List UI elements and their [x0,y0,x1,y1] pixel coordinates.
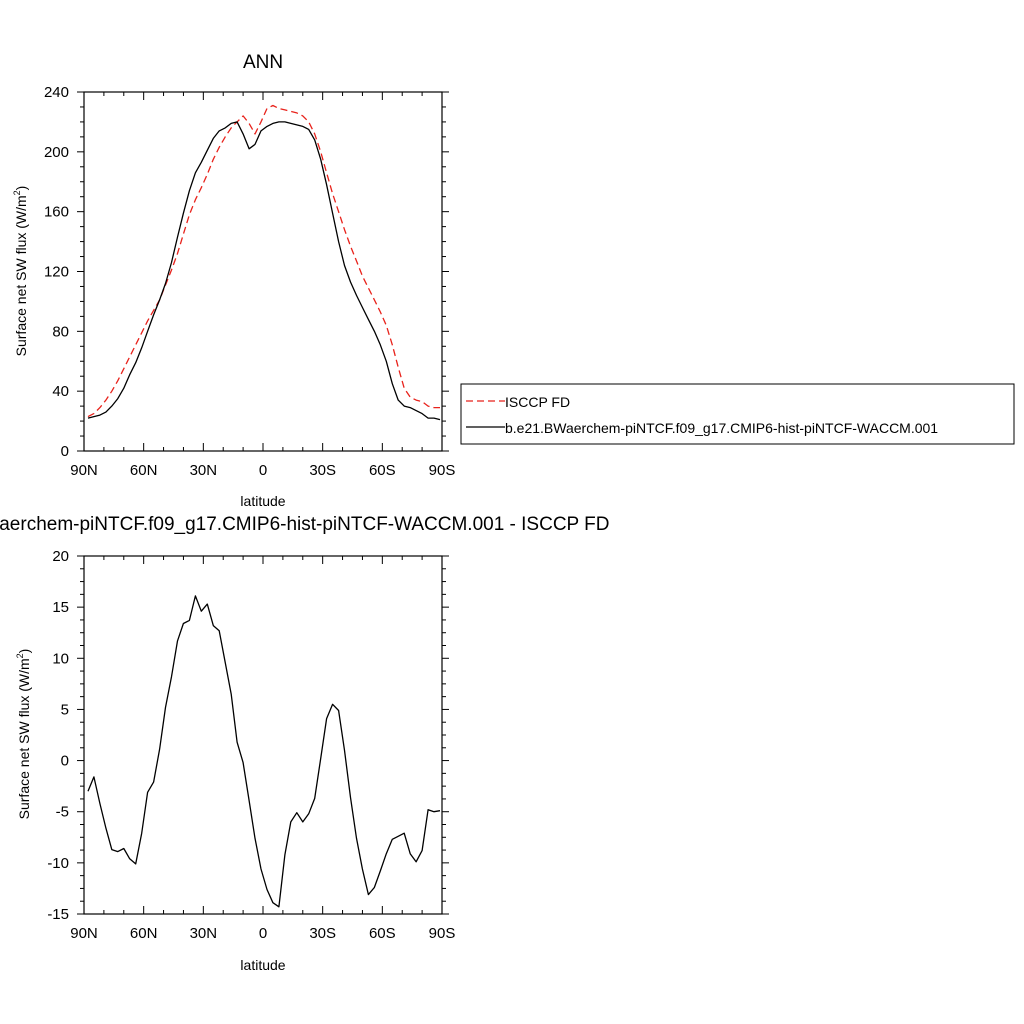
bottom-y-tick-label: 15 [52,599,69,616]
top-y-tick-label: 200 [44,144,69,161]
bottom-series-lines [87,595,441,908]
bottom-panel: b.e21.BWaerchem-piNTCF.f09_g17.CMIP6-his… [0,514,609,973]
legend: ISCCP FD b.e21.BWaerchem-piNTCF.f09_g17.… [460,383,1015,445]
bottom-x-tick-label: 90S [429,925,456,942]
legend-box [460,383,1015,445]
bottom-y-tick-label: 0 [61,753,69,770]
top-series-line-1 [87,121,441,421]
bottom-y-axis-label-main: Surface net SW flux (W/m [16,658,32,819]
top-y-tick-label: 120 [44,264,69,281]
top-y-axis-label-main: Surface net SW flux (W/m [13,195,29,356]
top-chart-title: ANN [243,52,283,73]
top-ticks: 90N 60N 30N 0 30S 60S 90S 0 40 80 120 160 200 240 [44,84,455,479]
bottom-y-axis-label-sup: 2 [15,653,25,658]
top-y-axis-label: Surface net SW flux (W/m2) [12,186,29,357]
top-y-tick-label: 240 [44,84,69,101]
top-y-axis-label-sup: 2 [12,190,22,195]
bottom-x-tick-label: 30N [190,925,218,942]
top-series-lines [87,104,441,421]
bottom-y-axis-label: Surface net SW flux (W/m2) [15,649,32,820]
bottom-series-line-0 [87,595,441,908]
bottom-x-tick-label: 0 [259,925,267,942]
top-series-line-0 [87,104,440,418]
top-y-tick-label: 160 [44,204,69,221]
bottom-x-tick-label: 60S [369,925,396,942]
bottom-ticks: 90N 60N 30N 0 30S 60S 90S -15 -10 -5 0 5 10 15 20 [47,548,455,942]
legend-label-model: b.e21.BWaerchem-piNTCF.f09_g17.CMIP6-his… [505,420,938,436]
bottom-y-tick-label: 10 [52,650,69,667]
bottom-chart-title: b.e21.BWaerchem-piNTCF.f09_g17.CMIP6-his… [0,514,609,535]
bottom-y-tick-label: -10 [47,855,69,872]
bottom-x-tick-label: 30S [309,925,336,942]
legend-label-isccp: ISCCP FD [505,394,570,410]
bottom-plot-frame [83,555,443,915]
top-x-tick-label: 30S [309,462,336,479]
bottom-y-tick-label: 5 [61,701,69,718]
top-y-tick-label: 40 [52,383,69,400]
top-x-axis-label: latitude [240,493,285,509]
top-x-tick-label: 0 [259,462,267,479]
top-y-axis-label-close: ) [13,186,29,191]
top-x-tick-label: 90N [70,462,98,479]
top-plot-frame [83,91,443,452]
top-x-tick-label: 90S [429,462,456,479]
bottom-x-axis-label: latitude [240,957,285,973]
bottom-x-tick-label: 60N [130,925,158,942]
top-panel: ANN latitude Surface net SW flux (W/m2) … [12,52,455,509]
bottom-x-tick-label: 90N [70,925,98,942]
bottom-y-tick-label: -5 [56,804,69,821]
top-x-tick-label: 60S [369,462,396,479]
bottom-y-axis-label-close: ) [16,649,32,654]
top-x-tick-label: 60N [130,462,158,479]
top-y-tick-label: 0 [61,443,69,460]
bottom-y-tick-label: -15 [47,906,69,923]
bottom-y-tick-label: 20 [52,548,69,565]
top-y-tick-label: 80 [52,323,69,340]
top-x-tick-label: 30N [190,462,218,479]
